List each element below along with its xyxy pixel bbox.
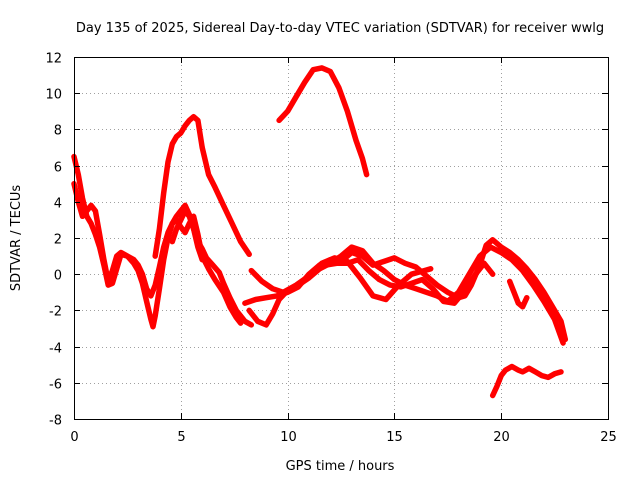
series-track-4 <box>169 208 205 263</box>
x-tick-label: 25 <box>600 430 617 445</box>
y-tick-label: -2 <box>49 305 62 320</box>
y-tick-label: -4 <box>49 342 62 357</box>
x-tick-label: 5 <box>177 430 185 445</box>
series-track-9 <box>280 255 434 303</box>
series-track-11 <box>489 363 564 399</box>
x-tick-label: 20 <box>493 430 510 445</box>
y-tick-label: 4 <box>54 197 62 212</box>
grid-lines <box>74 57 609 420</box>
axis-ticks: 0 5 10 15 20 25 -8 -6 -4 -2 0 2 4 6 8 10 12 <box>45 52 616 446</box>
x-tick-label: 0 <box>70 430 78 445</box>
series-layer <box>71 65 569 399</box>
chart-title: Day 135 of 2025, Sidereal Day-to-day VTE… <box>76 21 604 36</box>
x-axis-label: GPS time / hours <box>286 459 395 474</box>
y-tick-label: 12 <box>45 52 62 67</box>
y-tick-label: 2 <box>54 233 62 248</box>
y-tick-label: -6 <box>49 378 62 393</box>
series-track-10 <box>506 278 530 310</box>
y-tick-label: 8 <box>54 124 62 139</box>
y-tick-label: 10 <box>45 88 62 103</box>
series-track-3 <box>152 113 252 259</box>
y-tick-label: 6 <box>54 161 62 176</box>
y-tick-label: -8 <box>49 414 62 429</box>
x-tick-label: 15 <box>386 430 403 445</box>
y-tick-label: 0 <box>54 269 62 284</box>
y-axis-label: SDTVAR / TECUs <box>9 185 24 292</box>
series-track-5 <box>276 65 370 178</box>
x-tick-label: 10 <box>280 430 297 445</box>
